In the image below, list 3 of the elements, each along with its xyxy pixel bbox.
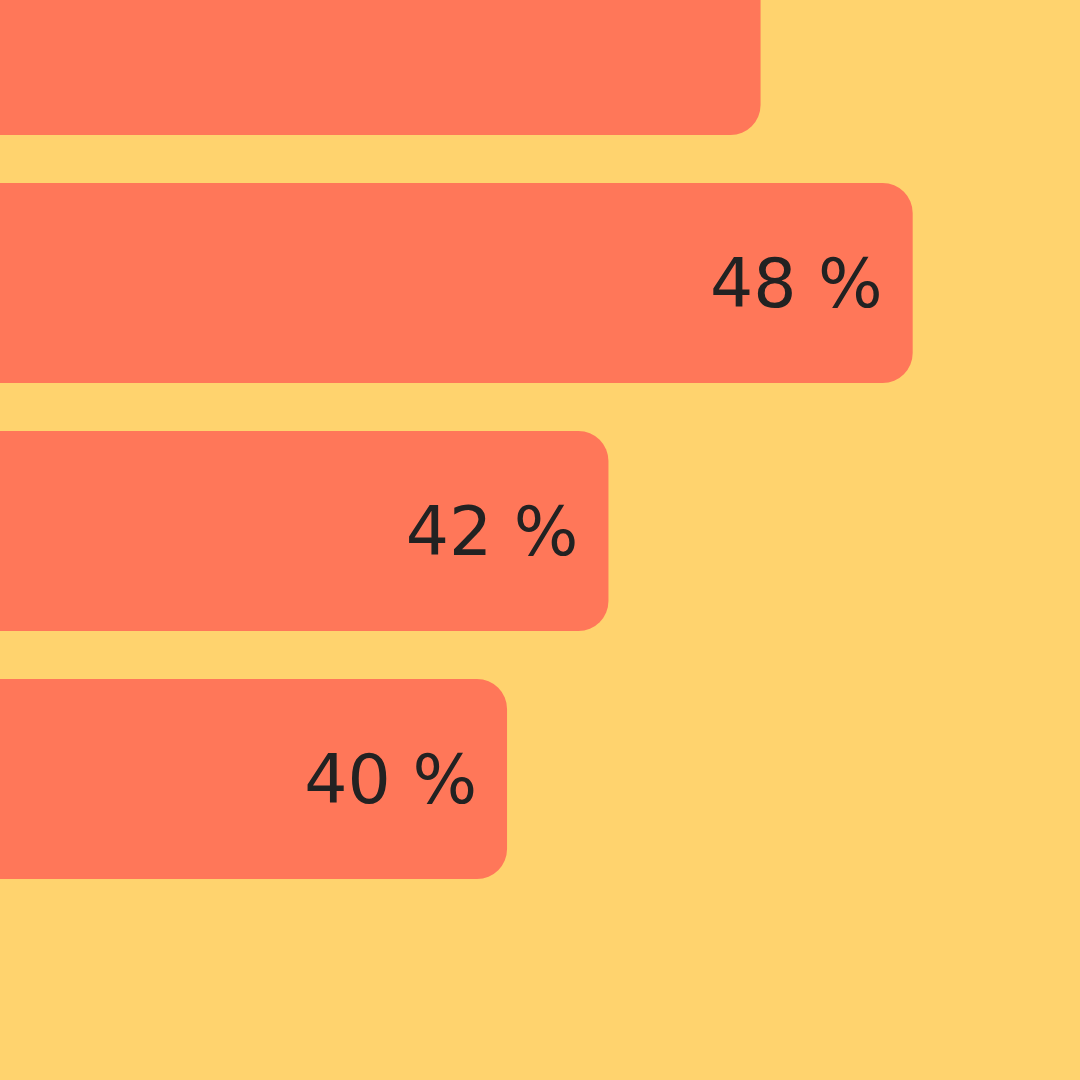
data-label: 40 % [304,739,478,819]
data-label: 42 % [405,491,579,571]
data-label: 48 % [709,243,883,323]
